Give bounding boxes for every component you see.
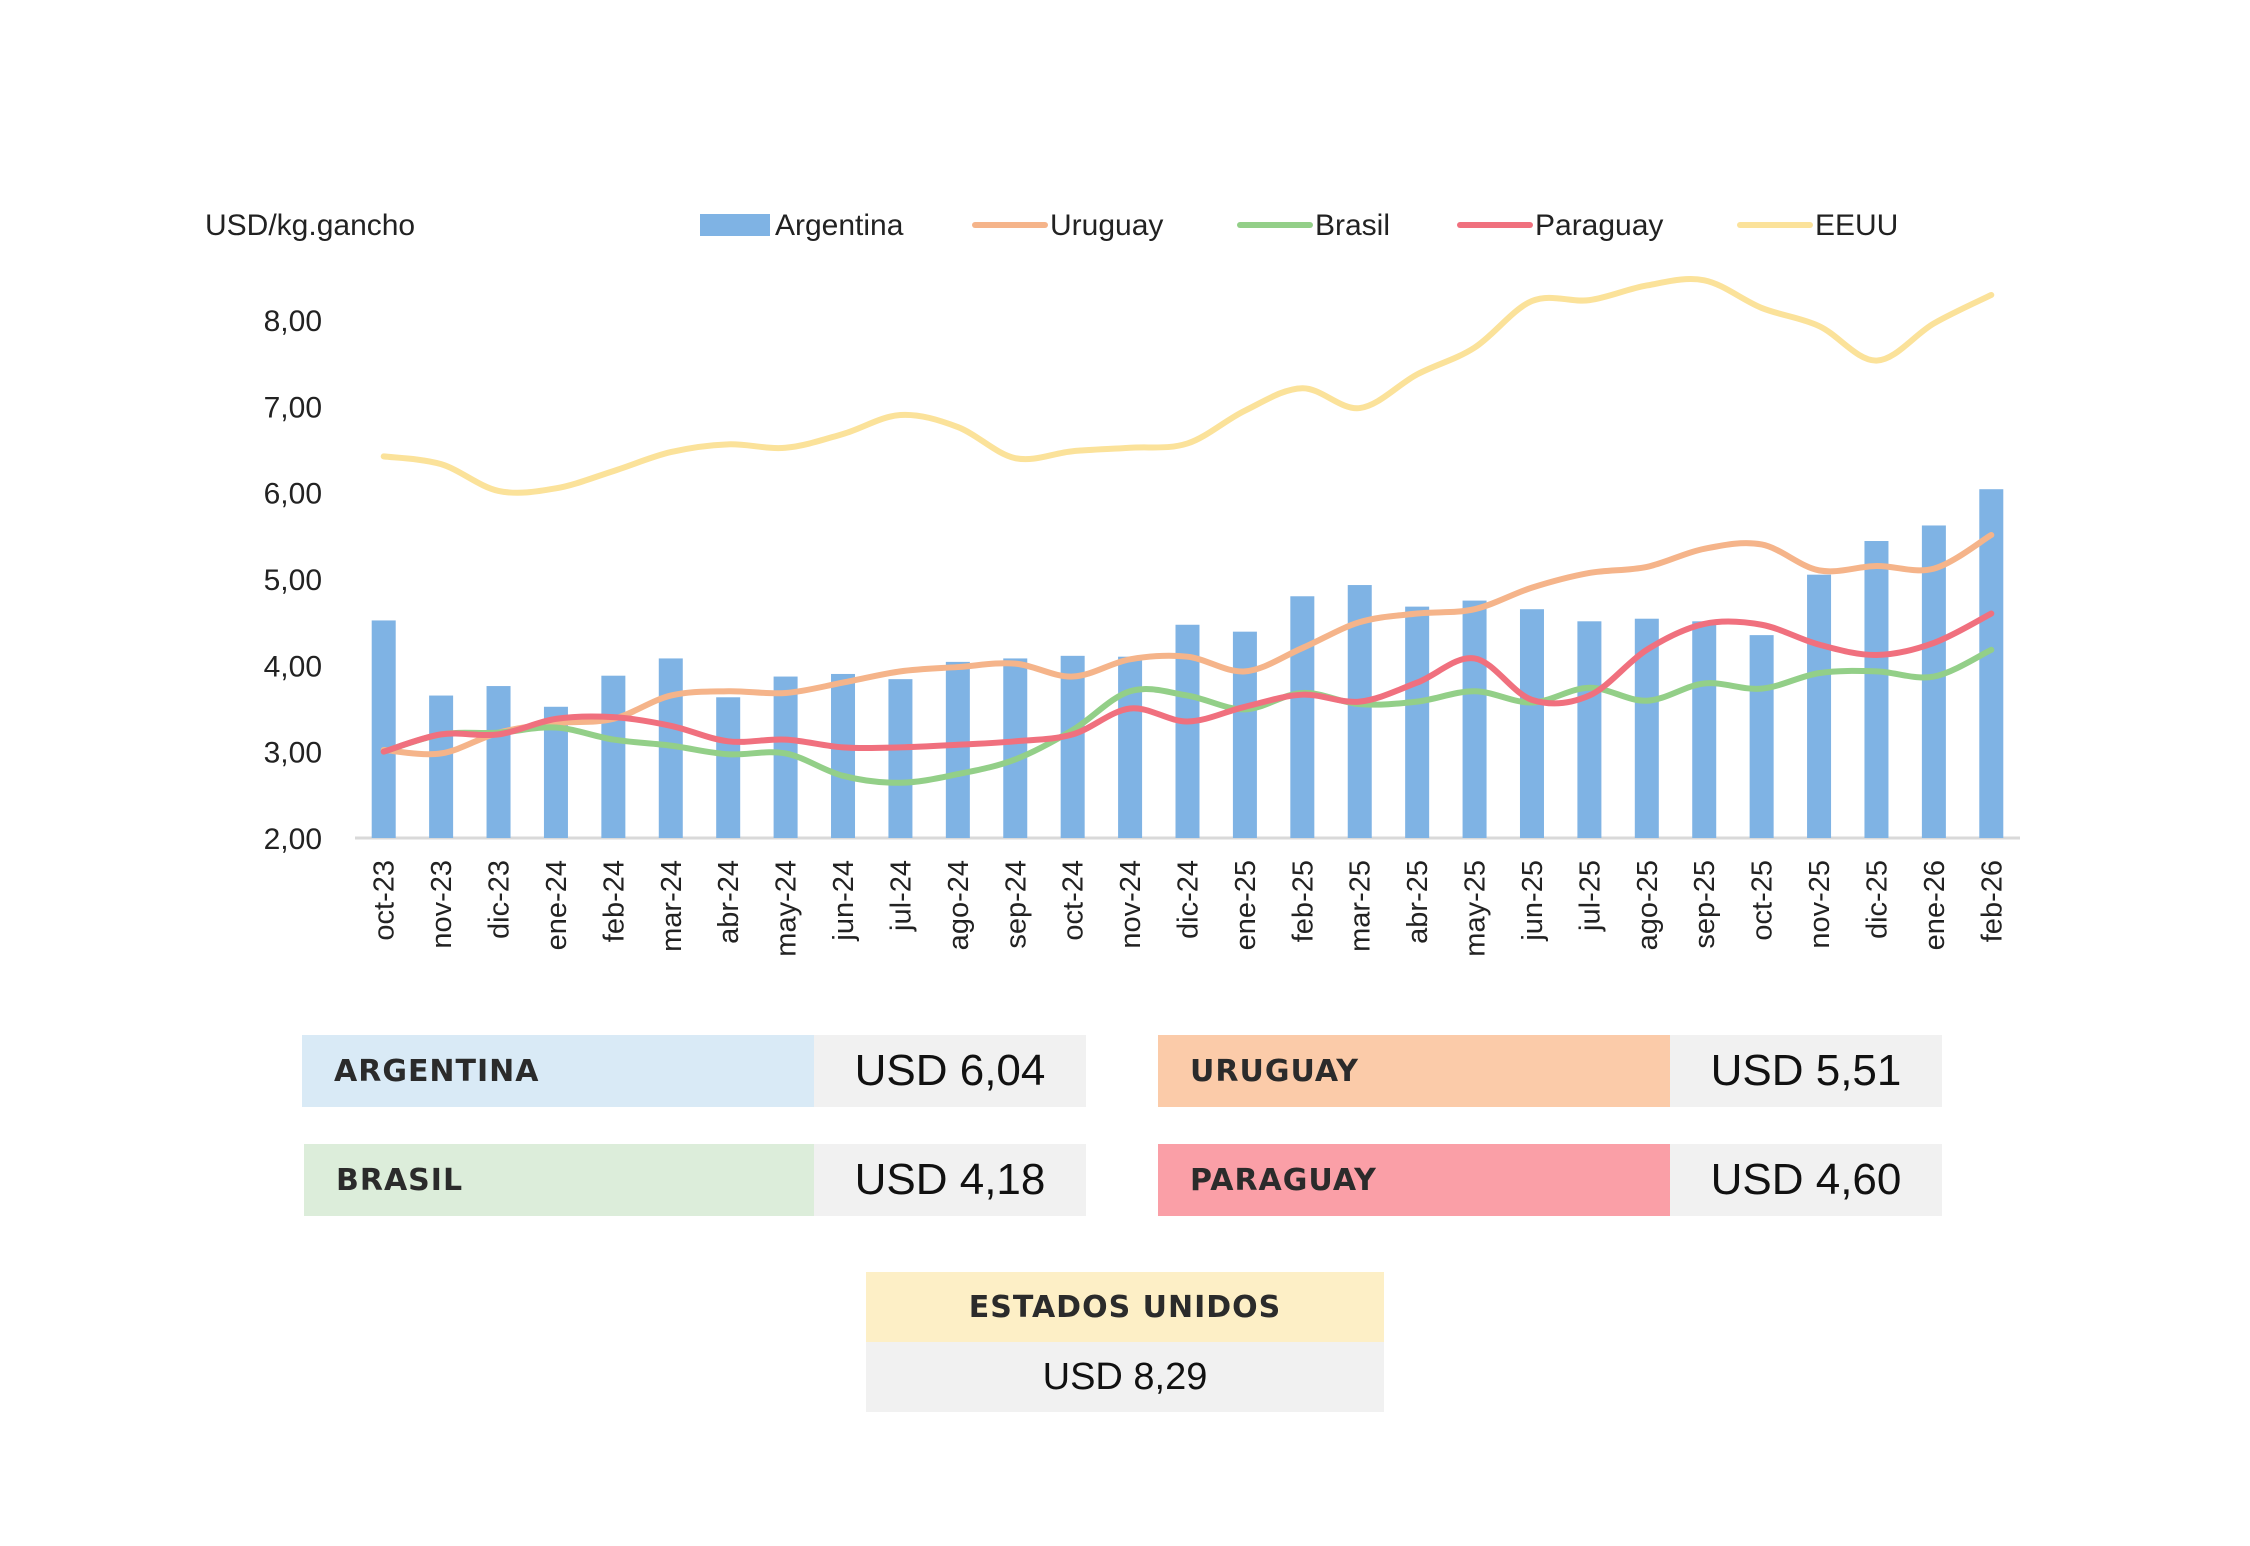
- x-tick-label: oct-23: [369, 860, 401, 941]
- eeuu-label: ESTADOS UNIDOS: [866, 1272, 1384, 1342]
- uruguay-label: URUGUAY: [1158, 1035, 1670, 1107]
- line-paraguay: [380, 610, 1995, 755]
- legend-label-eeuu: EEUU: [1815, 209, 1898, 242]
- x-tick-label: feb-24: [598, 860, 630, 942]
- x-tick-label: nov-23: [426, 860, 458, 949]
- bar-argentina: [945, 661, 970, 838]
- bar-argentina: [1979, 489, 2004, 838]
- x-tick-label: ene-25: [1230, 860, 1262, 950]
- line-brasil: [380, 646, 1995, 786]
- legend-label-brasil: Brasil: [1315, 209, 1390, 242]
- paraguay-label: PARAGUAY: [1158, 1144, 1670, 1216]
- uruguay-card: URUGUAY USD 5,51: [1158, 1035, 1942, 1107]
- x-tick-label: ene-24: [541, 860, 573, 950]
- bar-argentina: [601, 675, 626, 838]
- brasil-value: USD 4,18: [814, 1144, 1086, 1216]
- x-tick-label: nov-25: [1804, 860, 1836, 949]
- bar-argentina: [888, 679, 913, 838]
- paraguay-value: USD 4,60: [1670, 1144, 1942, 1216]
- x-tick-label: jun-24: [828, 860, 860, 942]
- x-tick-label: jun-25: [1517, 860, 1549, 942]
- x-tick-label: jul-24: [885, 860, 917, 932]
- paraguay-card: PARAGUAY USD 4,60: [1158, 1144, 1942, 1216]
- bar-argentina: [1118, 656, 1143, 838]
- x-tick-label: mar-24: [656, 860, 688, 952]
- x-tick-label: abr-25: [1402, 860, 1434, 944]
- line-uruguay: [380, 531, 1995, 758]
- bar-argentina: [1003, 658, 1028, 838]
- y-tick-label: 6,00: [264, 478, 322, 511]
- x-tick-label: feb-26: [1976, 860, 2008, 942]
- x-tick-label: sep-24: [1000, 860, 1032, 949]
- bar-argentina: [1807, 574, 1832, 838]
- bar-argentina: [1405, 606, 1430, 838]
- uruguay-value: USD 5,51: [1670, 1035, 1942, 1107]
- x-tick-label: sep-25: [1689, 860, 1721, 949]
- argentina-value: USD 6,04: [814, 1035, 1086, 1107]
- x-tick-label: may-24: [771, 860, 803, 957]
- y-tick-label: 7,00: [264, 391, 322, 424]
- bar-argentina: [716, 697, 741, 838]
- legend-swatch-argentina: [700, 214, 770, 236]
- bar-argentina: [371, 620, 396, 838]
- x-tick-label: nov-24: [1115, 860, 1147, 949]
- y-tick-label: 2,00: [264, 823, 322, 856]
- brasil-card: BRASIL USD 4,18: [304, 1144, 1086, 1216]
- x-tick-label: oct-24: [1058, 860, 1090, 941]
- brasil-label: BRASIL: [304, 1144, 814, 1216]
- y-tick-label: 4,00: [264, 650, 322, 683]
- line-eeuu: [380, 276, 1995, 496]
- x-tick-label: dic-24: [1173, 860, 1205, 939]
- eeuu-value: USD 8,29: [866, 1342, 1384, 1412]
- argentina-card: ARGENTINA USD 6,04: [302, 1035, 1086, 1107]
- bar-argentina: [1692, 621, 1717, 838]
- x-tick-label: may-25: [1460, 860, 1492, 957]
- bar-argentina: [1921, 525, 1946, 838]
- x-tick-label: abr-24: [713, 860, 745, 944]
- legend-label-argentina: Argentina: [775, 209, 904, 242]
- x-tick-label: dic-23: [484, 860, 516, 939]
- x-tick-label: ene-26: [1919, 860, 1951, 950]
- x-tick-label: jul-25: [1574, 860, 1606, 932]
- x-tick-label: ago-24: [943, 860, 975, 950]
- legend-label-uruguay: Uruguay: [1050, 209, 1163, 242]
- y-tick-label: 3,00: [264, 737, 322, 770]
- x-tick-label: dic-25: [1861, 860, 1893, 939]
- bar-argentina: [486, 686, 511, 838]
- argentina-label: ARGENTINA: [302, 1035, 814, 1107]
- y-axis-label: USD/kg.gancho: [205, 209, 415, 242]
- bar-argentina: [1060, 655, 1085, 838]
- legend-label-paraguay: Paraguay: [1535, 209, 1663, 242]
- bar-argentina: [1462, 600, 1487, 838]
- x-tick-label: oct-25: [1747, 860, 1779, 941]
- bar-argentina: [1864, 541, 1889, 838]
- x-tick-label: mar-25: [1345, 860, 1377, 952]
- bar-argentina: [1519, 609, 1544, 838]
- price-chart: 2,00 3,00 4,00 5,00 6,00 7,00 8,00 USD/kg.ganch…: [205, 209, 2020, 957]
- y-tick-label: 8,00: [264, 305, 322, 338]
- bar-argentina: [831, 673, 856, 838]
- bar-argentina: [1577, 621, 1602, 838]
- x-tick-label: feb-25: [1287, 860, 1319, 942]
- bar-argentina: [429, 695, 454, 838]
- bar-argentina: [1232, 631, 1257, 838]
- y-tick-label: 5,00: [264, 564, 322, 597]
- x-tick-label: ago-25: [1632, 860, 1664, 950]
- bar-argentina: [1290, 596, 1315, 838]
- eeuu-card: ESTADOS UNIDOS USD 8,29: [866, 1272, 1384, 1412]
- bar-argentina: [1749, 635, 1774, 838]
